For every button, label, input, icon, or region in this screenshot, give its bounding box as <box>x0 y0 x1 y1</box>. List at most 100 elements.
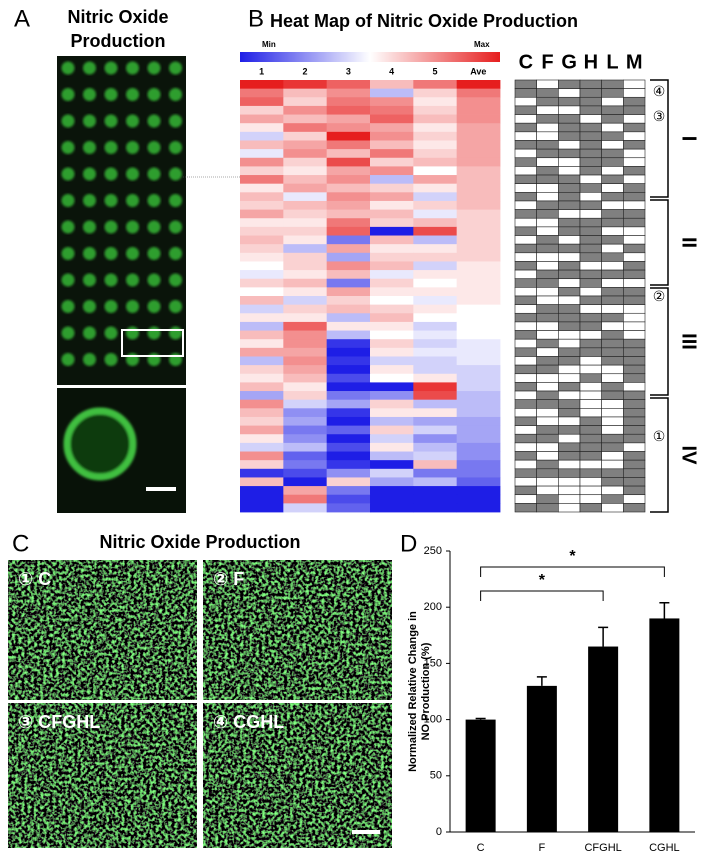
heatmap-cell <box>283 270 328 280</box>
heatmap-cell <box>326 460 371 470</box>
heatmap-cell <box>456 321 501 331</box>
y-axis-label: Normalized Relative Change in <box>407 611 419 772</box>
marker: ② <box>653 289 666 305</box>
heatmap-cell <box>456 278 501 288</box>
heatmap-cell <box>370 244 414 254</box>
design-cell <box>623 88 646 98</box>
spot <box>83 167 96 181</box>
design-cell <box>536 148 559 159</box>
micrograph-label: ① C <box>18 569 51 589</box>
design-cell <box>601 304 624 314</box>
design-cell <box>623 503 646 513</box>
design-cell <box>623 209 646 219</box>
heatmap-cell <box>456 80 501 90</box>
spot <box>169 326 182 340</box>
design-cell <box>623 122 646 133</box>
design-cell <box>623 312 646 323</box>
heatmap-cell <box>370 175 414 185</box>
spot <box>147 300 161 313</box>
heatmap-cell <box>240 218 284 228</box>
heatmap-cell <box>326 183 371 193</box>
design-cell <box>558 312 581 323</box>
heatmap-cell <box>456 339 501 349</box>
heatmap-cell <box>413 339 458 349</box>
y-tick-label: 0 <box>436 826 442 838</box>
heatmap-cell <box>240 382 284 392</box>
heatmap-cell <box>240 425 284 435</box>
design-cell <box>536 166 559 176</box>
heatmap-cell <box>326 339 371 349</box>
heatmap-cell <box>413 425 458 435</box>
panel-label: A <box>14 5 30 32</box>
spot <box>104 300 118 313</box>
heatmap-cell <box>370 166 414 176</box>
heatmap-cell <box>413 408 458 418</box>
heatmap-cell <box>283 97 328 107</box>
design-cell <box>558 287 581 297</box>
design-cell <box>601 459 624 470</box>
bracket <box>650 199 669 286</box>
scale-bar <box>146 487 176 491</box>
design-cell <box>514 140 537 150</box>
spot <box>83 61 96 75</box>
heatmap-cell <box>240 209 284 219</box>
heatmap-cell <box>240 486 284 496</box>
heatmap-cell <box>283 460 328 470</box>
heatmap-cell <box>456 183 501 193</box>
heatmap-cell <box>326 347 371 357</box>
spot <box>126 247 139 260</box>
spot <box>147 273 161 287</box>
heatmap-cell <box>240 183 284 193</box>
spot <box>83 273 96 287</box>
spot <box>169 114 182 128</box>
spot <box>104 167 118 181</box>
heatmap-cell <box>326 391 371 401</box>
heatmap-cell <box>413 218 458 228</box>
design-cell <box>536 226 559 236</box>
design-cell <box>536 88 559 98</box>
heatmap-cell <box>456 175 501 185</box>
heatmap-cell <box>283 321 328 331</box>
heatmap-cell <box>240 226 284 236</box>
design-cell <box>601 96 624 107</box>
heatmap-cell <box>326 226 371 236</box>
design-cell <box>579 356 602 366</box>
design-cell <box>579 433 602 444</box>
spot <box>61 273 75 287</box>
design-cell <box>579 451 602 461</box>
heatmap-cell <box>326 330 371 340</box>
heatmap-cell <box>326 494 371 504</box>
heatmap-cell <box>456 287 501 297</box>
heatmap-cell <box>456 494 501 504</box>
heatmap-cell <box>283 347 328 357</box>
design-cell <box>601 433 624 444</box>
design-cell <box>558 459 581 470</box>
heatmap-cell <box>413 494 458 504</box>
design-cell <box>579 373 602 383</box>
heatmap-cell <box>370 434 414 444</box>
spot <box>83 141 96 154</box>
design-cell <box>579 321 602 331</box>
heatmap-cell <box>370 209 414 219</box>
heatmap-cell <box>240 105 284 115</box>
heatmap-cell <box>413 347 458 357</box>
x-tick-label: F <box>539 842 546 854</box>
heatmap-cell <box>370 365 414 375</box>
spot <box>147 220 161 234</box>
design-cell <box>579 459 602 470</box>
heatmap-cell <box>413 468 458 478</box>
design-cell <box>623 200 646 210</box>
design-cell <box>514 114 537 124</box>
design-cell <box>623 451 646 461</box>
heatmap <box>240 80 501 513</box>
design-cell <box>558 79 581 89</box>
design-cell <box>601 408 624 418</box>
heatmap-cell <box>413 270 458 280</box>
design-cell <box>536 468 559 478</box>
design-cell <box>514 192 537 202</box>
design-cell <box>514 416 537 426</box>
design-cell <box>514 408 537 418</box>
heatmap-cell <box>240 175 284 185</box>
heatmap-cell <box>370 442 414 452</box>
